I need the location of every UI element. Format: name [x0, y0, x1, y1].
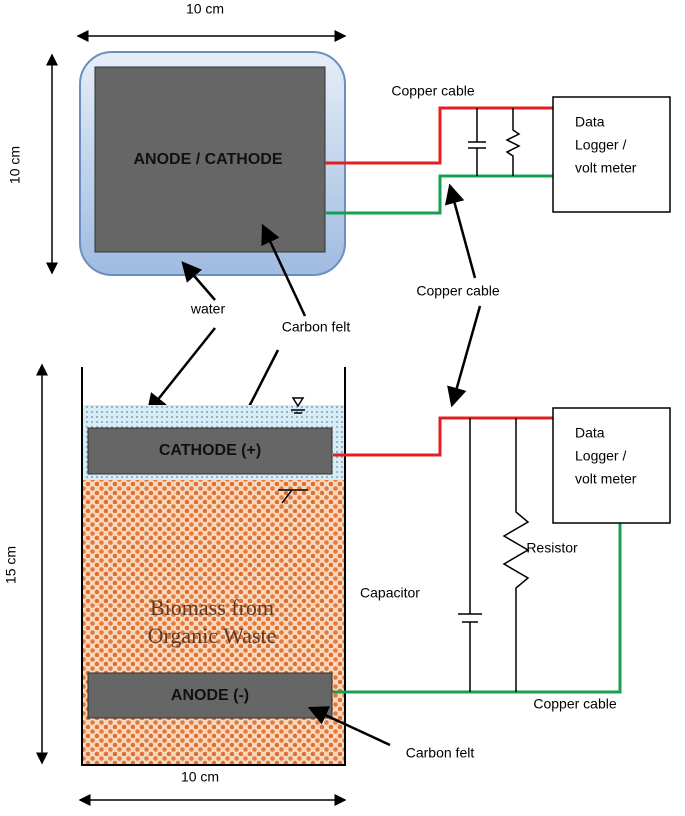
cathode [87, 427, 333, 475]
cable-label: Copper cable [391, 83, 474, 99]
data-logger [552, 407, 671, 524]
arrow [307, 706, 391, 747]
green-wire [325, 174, 553, 215]
biomass-label: Organic Waste [148, 623, 277, 648]
arrow [447, 305, 482, 408]
callout-label: Carbon felt [282, 319, 351, 335]
callout-label: water [190, 301, 226, 317]
logger-label: Data [575, 114, 605, 130]
level-symbol [278, 489, 308, 504]
red-wire [325, 106, 553, 165]
container-walls [81, 367, 346, 766]
electrode-label: ANODE (-) [171, 687, 249, 704]
dimension-label: 15 cm [3, 546, 19, 584]
logger-label: volt meter [575, 471, 637, 487]
green-wire [333, 523, 622, 694]
arrow [444, 183, 477, 279]
electrode [94, 66, 326, 253]
component-label: Resistor [526, 540, 578, 556]
capacitor [458, 418, 482, 692]
biomass-label: Biomass from [150, 595, 274, 620]
red-wire [333, 416, 553, 457]
logger-label: Logger / [575, 448, 626, 464]
dimension-label: 10 cm [7, 146, 23, 184]
electrode-label: ANODE / CATHODE [133, 151, 282, 168]
cable-label: Copper cable [533, 696, 616, 712]
component-label: Capacitor [360, 585, 420, 601]
data-logger [552, 96, 671, 213]
dimension-label: 10 cm [181, 769, 219, 785]
anode [87, 672, 333, 719]
resistor [505, 108, 521, 176]
arrow [261, 223, 307, 317]
dimension-label: 10 cm [186, 1, 224, 17]
arrow [181, 261, 216, 301]
electrode-label: CATHODE (+) [159, 442, 261, 459]
water-level-symbol [291, 397, 305, 414]
logger-label: volt meter [575, 160, 637, 176]
arrow [146, 327, 216, 414]
callout-label: Carbon felt [406, 745, 475, 761]
capacitor [468, 108, 486, 176]
logger-label: Logger / [575, 137, 626, 153]
callout-label: Copper cable [416, 283, 499, 299]
logger-label: Data [575, 425, 605, 441]
resistor [502, 418, 530, 692]
